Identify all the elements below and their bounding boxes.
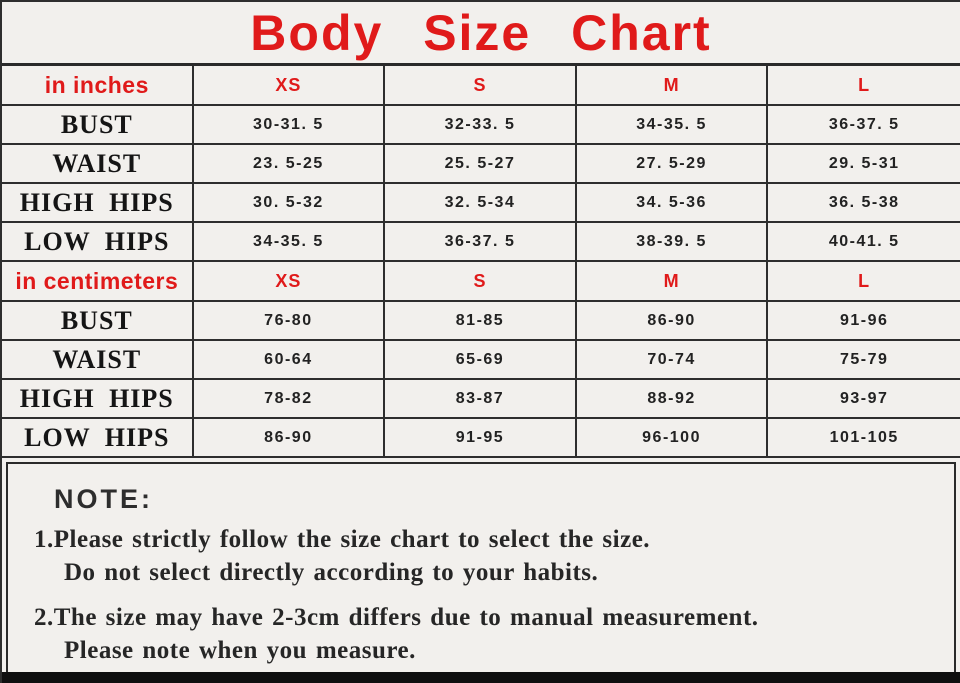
row-label: HIGH HIPS [2, 184, 194, 223]
size-value: 81-85 [385, 302, 577, 341]
size-value: 83-87 [385, 380, 577, 419]
row-label: WAIST [2, 341, 194, 380]
size-header-l: L [768, 66, 960, 106]
size-value: 30-31. 5 [193, 106, 386, 145]
size-header-s: S [385, 66, 577, 106]
table-row-low-hips-cm: LOW HIPS 86-90 91-95 96-100 101-105 [2, 419, 960, 458]
row-label: BUST [2, 302, 194, 341]
row-label: LOW HIPS [2, 223, 194, 262]
size-value: 86-90 [193, 419, 386, 458]
row-label: HIGH HIPS [2, 380, 194, 419]
size-value: 75-79 [768, 341, 960, 380]
size-value: 101-105 [768, 419, 960, 458]
size-value: 36. 5-38 [768, 184, 960, 223]
size-value: 40-41. 5 [768, 223, 960, 262]
note-item-1-line-2: Do not select directly according to your… [64, 559, 599, 586]
size-value: 25. 5-27 [385, 145, 577, 184]
table-row-high-hips-cm: HIGH HIPS 78-82 83-87 88-92 93-97 [2, 380, 960, 419]
table-row-waist-cm: WAIST 60-64 65-69 70-74 75-79 [2, 341, 960, 380]
size-value: 34. 5-36 [576, 184, 769, 223]
unit-header-centimeters: in centimeters [2, 262, 194, 302]
unit-header-inches: in inches [2, 66, 194, 106]
size-header-xs: XS [193, 66, 386, 106]
size-value: 78-82 [193, 380, 386, 419]
size-header-m: M [576, 66, 769, 106]
size-header-m: M [576, 262, 769, 302]
table-header-row-inches: in inches XS S M L [2, 66, 960, 106]
size-value: 38-39. 5 [576, 223, 769, 262]
table-row-bust-inches: BUST 30-31. 5 32-33. 5 34-35. 5 36-37. 5 [2, 106, 960, 145]
note-heading: NOTE: [54, 484, 153, 514]
note-box: NOTE: 1.Please strictly follow the size … [6, 462, 956, 674]
size-value: 93-97 [768, 380, 960, 419]
size-header-s: S [385, 262, 577, 302]
table-header-row-centimeters: in centimeters XS S M L [2, 262, 960, 302]
title-bar: Body Size Chart [2, 2, 960, 66]
size-value: 23. 5-25 [193, 145, 386, 184]
size-value: 60-64 [193, 341, 386, 380]
size-header-l: L [768, 262, 960, 302]
table-row-high-hips-inches: HIGH HIPS 30. 5-32 32. 5-34 34. 5-36 36.… [2, 184, 960, 223]
size-value: 91-95 [385, 419, 577, 458]
size-table: in inches XS S M L BUST 30-31. 5 32-33. … [2, 66, 960, 458]
size-value: 27. 5-29 [576, 145, 769, 184]
size-value: 96-100 [576, 419, 769, 458]
note-item-2-line-1: 2.The size may have 2-3cm differs due to… [34, 604, 759, 631]
size-value: 65-69 [385, 341, 577, 380]
note-item-1-line-1: 1.Please strictly follow the size chart … [34, 526, 651, 553]
size-value: 30. 5-32 [193, 184, 386, 223]
note-item-2-line-2: Please note when you measure. [64, 637, 416, 664]
size-value: 76-80 [193, 302, 386, 341]
size-value: 29. 5-31 [768, 145, 960, 184]
size-value: 36-37. 5 [768, 106, 960, 145]
size-value: 70-74 [576, 341, 769, 380]
table-row-low-hips-inches: LOW HIPS 34-35. 5 36-37. 5 38-39. 5 40-4… [2, 223, 960, 262]
size-value: 36-37. 5 [385, 223, 577, 262]
size-value: 34-35. 5 [576, 106, 769, 145]
table-row-waist-inches: WAIST 23. 5-25 25. 5-27 27. 5-29 29. 5-3… [2, 145, 960, 184]
table-row-bust-cm: BUST 76-80 81-85 86-90 91-96 [2, 302, 960, 341]
size-value: 34-35. 5 [193, 223, 386, 262]
row-label: BUST [2, 106, 194, 145]
size-value: 32-33. 5 [385, 106, 577, 145]
size-value: 86-90 [576, 302, 769, 341]
size-value: 91-96 [768, 302, 960, 341]
size-value: 88-92 [576, 380, 769, 419]
bottom-bar [2, 672, 960, 683]
row-label: LOW HIPS [2, 419, 194, 458]
size-header-xs: XS [193, 262, 386, 302]
page-title: Body Size Chart [250, 4, 712, 61]
size-value: 32. 5-34 [385, 184, 577, 223]
row-label: WAIST [2, 145, 194, 184]
